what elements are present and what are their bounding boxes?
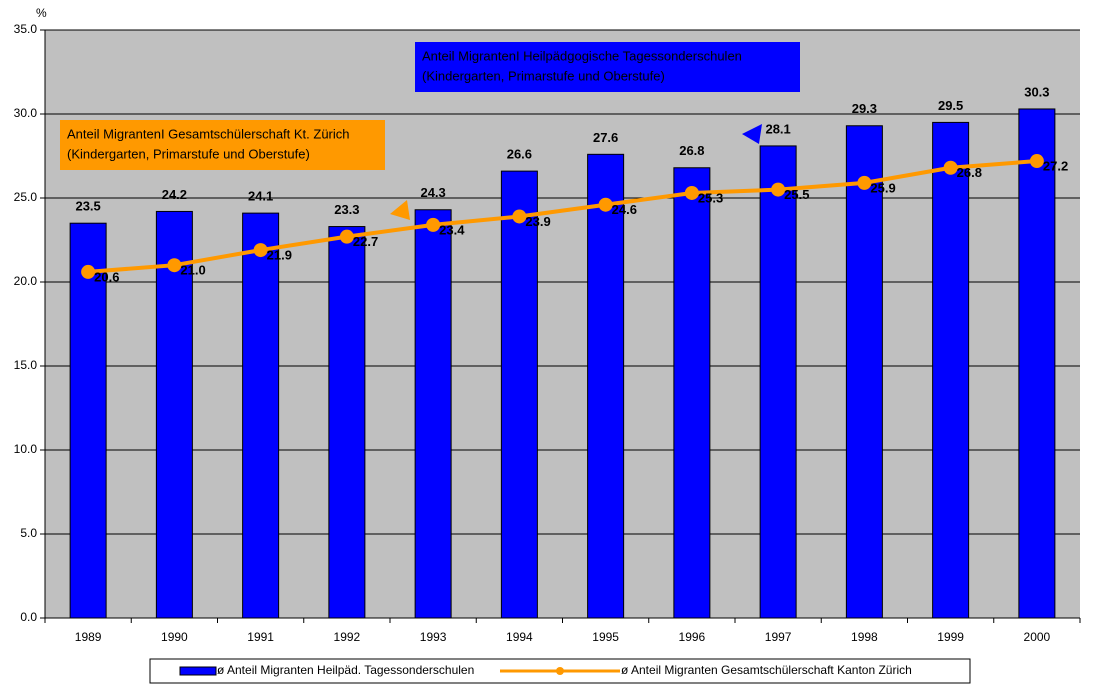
annotation-arrow	[742, 124, 762, 144]
bar-value-label: 26.8	[679, 143, 704, 158]
x-tick-label: 1992	[334, 630, 361, 644]
bar-value-label: 24.2	[162, 187, 187, 202]
y-tick-label: 5.0	[20, 526, 37, 540]
x-tick-label: 1991	[247, 630, 274, 644]
line	[87, 159, 1038, 274]
y-tick-label: 10.0	[14, 442, 38, 456]
legend-swatch	[556, 667, 564, 675]
bar-value-label: 29.5	[938, 98, 963, 113]
plot-area	[45, 30, 1080, 618]
line-value-label: 20.6	[94, 269, 119, 284]
line-value-label: 22.7	[353, 234, 378, 249]
annotation-box	[415, 42, 800, 92]
bar	[242, 212, 280, 619]
x-tick-label: 1989	[75, 630, 102, 644]
line-marker	[1029, 154, 1044, 169]
line-marker	[167, 258, 182, 273]
annotation-text: Anteil MigrantenI Heilpädgogische Tagess…	[422, 48, 742, 63]
line-marker	[253, 243, 268, 258]
bar	[845, 125, 883, 619]
legend-label: ø Anteil Migranten Gesamtschülerschaft K…	[621, 663, 912, 677]
bar-value-label: 23.5	[75, 199, 100, 214]
bar	[932, 121, 970, 619]
bar	[759, 145, 797, 619]
y-axis-label: %	[36, 6, 47, 20]
line-value-label: 23.9	[525, 214, 550, 229]
x-tick-label: 1996	[679, 630, 706, 644]
x-tick-label: 2000	[1024, 630, 1051, 644]
bar-value-label: 24.1	[248, 189, 273, 204]
line-marker	[857, 175, 872, 190]
bar	[414, 209, 452, 619]
bar-value-label: 23.3	[334, 202, 359, 217]
x-tick-label: 1994	[506, 630, 533, 644]
line-value-label: 25.5	[784, 187, 809, 202]
y-tick-label: 35.0	[14, 22, 38, 36]
bar-value-label: 26.6	[507, 147, 532, 162]
y-tick-label: 25.0	[14, 190, 38, 204]
bar-value-label: 27.6	[593, 130, 618, 145]
line-marker	[426, 217, 441, 232]
line-marker	[771, 182, 786, 197]
annotation-text: (Kindergarten, Primarstufe und Oberstufe…	[67, 146, 310, 161]
bar	[587, 153, 625, 619]
x-tick-label: 1990	[161, 630, 188, 644]
line-marker	[684, 185, 699, 200]
bar	[1018, 108, 1056, 619]
line-value-label: 21.9	[267, 248, 292, 263]
legend-swatch	[179, 666, 217, 676]
line-marker	[339, 229, 354, 244]
line-marker	[943, 160, 958, 175]
line-value-label: 25.9	[870, 180, 895, 195]
x-tick-label: 1999	[937, 630, 964, 644]
bar	[155, 210, 193, 619]
x-tick-label: 1995	[592, 630, 619, 644]
line-value-label: 24.6	[612, 202, 637, 217]
line-marker	[598, 197, 613, 212]
x-tick-label: 1993	[420, 630, 447, 644]
annotation-text: Anteil MigrantenI Gesamtschülerschaft Kt…	[67, 126, 350, 141]
line-value-label: 26.8	[957, 165, 982, 180]
line-marker	[81, 264, 96, 279]
y-tick-label: 0.0	[20, 610, 37, 624]
line-marker	[512, 209, 527, 224]
y-tick-label: 30.0	[14, 106, 38, 120]
legend-label: ø Anteil Migranten Heilpäd. Tagessonders…	[217, 663, 474, 677]
annotation-box	[60, 120, 385, 170]
bar-value-label: 29.3	[852, 101, 877, 116]
line-value-label: 27.2	[1043, 158, 1068, 173]
annotation-text: (Kindergarten, Primarstufe und Oberstufe…	[422, 68, 665, 83]
bar	[673, 167, 711, 619]
x-tick-label: 1997	[765, 630, 792, 644]
annotation-arrow	[390, 200, 410, 220]
y-tick-label: 15.0	[14, 358, 38, 372]
x-tick-label: 1998	[851, 630, 878, 644]
y-tick-label: 20.0	[14, 274, 38, 288]
line-value-label: 23.4	[439, 222, 465, 237]
bar-value-label: 30.3	[1024, 84, 1049, 99]
bar	[328, 226, 366, 619]
bar	[69, 222, 107, 619]
line-value-label: 25.3	[698, 190, 723, 205]
line-value-label: 21.0	[180, 263, 205, 278]
bar-value-label: 24.3	[420, 185, 445, 200]
bar	[500, 170, 538, 619]
bar-value-label: 28.1	[765, 121, 790, 136]
